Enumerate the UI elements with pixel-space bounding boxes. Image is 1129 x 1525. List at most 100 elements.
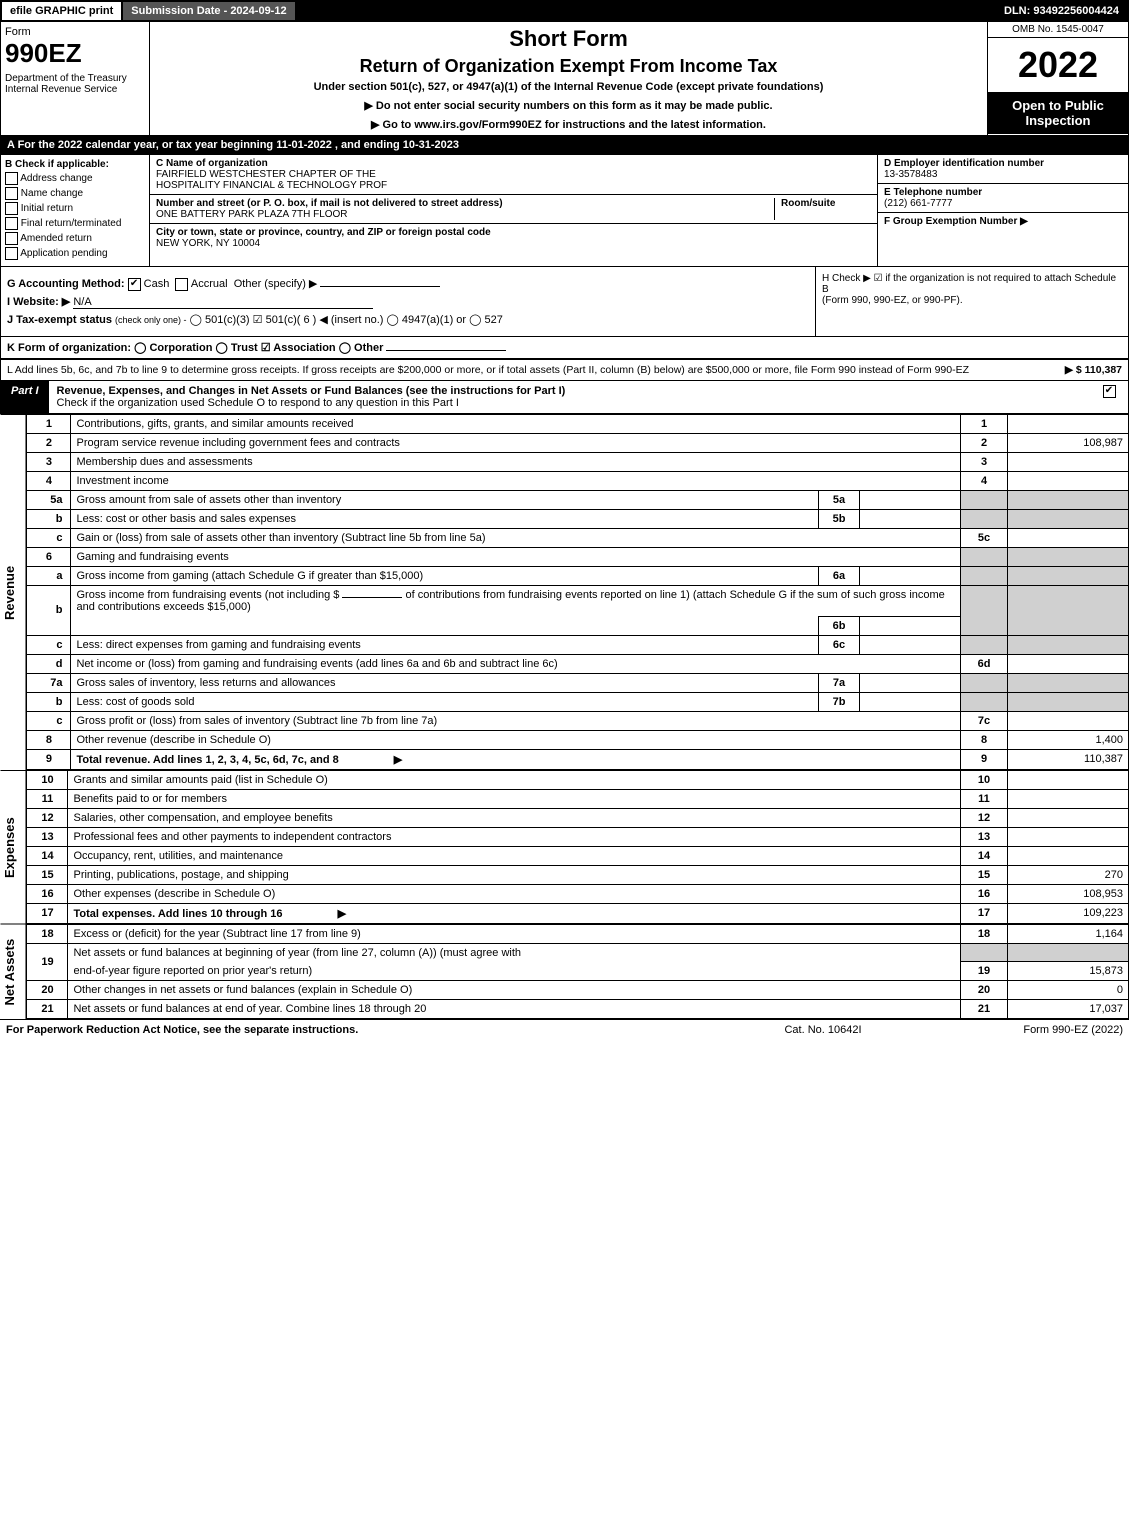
other-specify-input[interactable] bbox=[320, 286, 440, 287]
line-8: 8Other revenue (describe in Schedule O)8… bbox=[27, 730, 1129, 749]
line-7b: bLess: cost of goods sold7b bbox=[27, 692, 1129, 711]
part1-header: Part I Revenue, Expenses, and Changes in… bbox=[0, 381, 1129, 414]
col-b-title: B Check if applicable: bbox=[5, 159, 145, 170]
section-gh: G Accounting Method: ✔ Cash Accrual Othe… bbox=[0, 267, 1129, 337]
section-h: H Check ▶ ☑ if the organization is not r… bbox=[815, 267, 1128, 336]
expenses-block: Expenses 10Grants and similar amounts pa… bbox=[0, 770, 1129, 924]
section-bcdef: B Check if applicable: Address change Na… bbox=[0, 155, 1129, 267]
website-value: N/A bbox=[73, 296, 373, 309]
line-10: 10Grants and similar amounts paid (list … bbox=[27, 770, 1129, 789]
line-l-amount: ▶ $ 110,387 bbox=[1065, 364, 1122, 376]
line-9: 9Total revenue. Add lines 1, 2, 3, 4, 5c… bbox=[27, 749, 1129, 769]
ssn-warning: ▶ Do not enter social security numbers o… bbox=[158, 99, 979, 112]
footer-formref: Form 990-EZ (2022) bbox=[923, 1024, 1123, 1036]
footer-catno: Cat. No. 10642I bbox=[723, 1024, 923, 1036]
efile-graphic-print[interactable]: efile GRAPHIC print bbox=[2, 2, 123, 20]
col-c-org-info: C Name of organization FAIRFIELD WESTCHE… bbox=[150, 155, 877, 266]
col-b-checkboxes: B Check if applicable: Address change Na… bbox=[1, 155, 150, 266]
line-5a: 5aGross amount from sale of assets other… bbox=[27, 490, 1129, 509]
line-l-text: L Add lines 5b, 6c, and 7b to line 9 to … bbox=[7, 364, 969, 376]
part1-schedule-o-check[interactable]: ✔ bbox=[1090, 381, 1128, 413]
part1-tag: Part I bbox=[1, 381, 49, 413]
line-20: 20Other changes in net assets or fund ba… bbox=[27, 981, 1129, 1000]
under-section: Under section 501(c), 527, or 4947(a)(1)… bbox=[158, 81, 979, 93]
line-14: 14Occupancy, rent, utilities, and mainte… bbox=[27, 846, 1129, 865]
section-l: L Add lines 5b, 6c, and 7b to line 9 to … bbox=[0, 360, 1129, 381]
open-to-public: Open to Public Inspection bbox=[988, 92, 1128, 134]
org-name: FAIRFIELD WESTCHESTER CHAPTER OF THE HOS… bbox=[156, 169, 387, 191]
return-title: Return of Organization Exempt From Incom… bbox=[158, 56, 979, 77]
group-exemption-label: F Group Exemption Number ▶ bbox=[884, 216, 1028, 227]
tax-year: 2022 bbox=[988, 38, 1128, 92]
line-2: 2Program service revenue including gover… bbox=[27, 433, 1129, 452]
part1-check-line: Check if the organization used Schedule … bbox=[57, 397, 459, 409]
netassets-block: Net Assets 18Excess or (deficit) for the… bbox=[0, 924, 1129, 1020]
line-5b: bLess: cost or other basis and sales exp… bbox=[27, 509, 1129, 528]
tax-exempt-options[interactable]: ◯ 501(c)(3) ☑ 501(c)( 6 ) ◀ (insert no.)… bbox=[190, 314, 503, 326]
header-center: Short Form Return of Organization Exempt… bbox=[150, 22, 987, 135]
fundraising-contrib-input[interactable] bbox=[342, 597, 402, 598]
org-name-label: C Name of organization bbox=[156, 158, 268, 169]
section-k: K Form of organization: ◯ Corporation ◯ … bbox=[0, 337, 1129, 360]
line-19b: end-of-year figure reported on prior yea… bbox=[27, 962, 1129, 981]
line-1: 1Contributions, gifts, grants, and simil… bbox=[27, 414, 1129, 433]
city-label: City or town, state or province, country… bbox=[156, 227, 491, 238]
netassets-table: 18Excess or (deficit) for the year (Subt… bbox=[26, 924, 1129, 1020]
line-7a: 7aGross sales of inventory, less returns… bbox=[27, 673, 1129, 692]
line-16: 16Other expenses (describe in Schedule O… bbox=[27, 884, 1129, 903]
chk-application-pending[interactable]: Application pending bbox=[5, 247, 145, 260]
dln: DLN: 93492256004424 bbox=[996, 2, 1127, 20]
footer-paperwork: For Paperwork Reduction Act Notice, see … bbox=[6, 1024, 723, 1036]
chk-cash[interactable]: ✔ bbox=[128, 278, 141, 291]
chk-amended-return[interactable]: Amended return bbox=[5, 232, 145, 245]
line-4: 4Investment income4 bbox=[27, 471, 1129, 490]
netassets-sidebar: Net Assets bbox=[0, 924, 26, 1020]
revenue-table: 1Contributions, gifts, grants, and simil… bbox=[26, 414, 1129, 770]
chk-address-change[interactable]: Address change bbox=[5, 172, 145, 185]
chk-initial-return[interactable]: Initial return bbox=[5, 202, 145, 215]
line-6c: cLess: direct expenses from gaming and f… bbox=[27, 635, 1129, 654]
line-6d: dNet income or (loss) from gaming and fu… bbox=[27, 654, 1129, 673]
phone-value: (212) 661-7777 bbox=[884, 198, 952, 209]
chk-final-return[interactable]: Final return/terminated bbox=[5, 217, 145, 230]
line-13: 13Professional fees and other payments t… bbox=[27, 827, 1129, 846]
website-label: I Website: ▶ bbox=[7, 296, 70, 308]
other-specify: Other (specify) ▶ bbox=[234, 278, 318, 290]
line-5c: cGain or (loss) from sale of assets othe… bbox=[27, 528, 1129, 547]
street-address: ONE BATTERY PARK PLAZA 7TH FLOOR bbox=[156, 209, 348, 220]
line-17: 17Total expenses. Add lines 10 through 1… bbox=[27, 903, 1129, 923]
tax-exempt-label: J Tax-exempt status bbox=[7, 314, 112, 326]
short-form-title: Short Form bbox=[158, 26, 979, 52]
ein-label: D Employer identification number bbox=[884, 158, 1044, 169]
page-footer: For Paperwork Reduction Act Notice, see … bbox=[0, 1019, 1129, 1040]
topbar: efile GRAPHIC print Submission Date - 20… bbox=[0, 0, 1129, 22]
accounting-method-label: G Accounting Method: bbox=[7, 278, 125, 290]
line-6: 6Gaming and fundraising events bbox=[27, 547, 1129, 566]
phone-label: E Telephone number bbox=[884, 187, 982, 198]
room-suite-label: Room/suite bbox=[781, 198, 835, 209]
chk-name-change[interactable]: Name change bbox=[5, 187, 145, 200]
line-11: 11Benefits paid to or for members11 bbox=[27, 789, 1129, 808]
expenses-sidebar: Expenses bbox=[0, 770, 26, 924]
expenses-table: 10Grants and similar amounts paid (list … bbox=[26, 770, 1129, 924]
city-state-zip: NEW YORK, NY 10004 bbox=[156, 238, 260, 249]
h-check-text2: (Form 990, 990-EZ, or 990-PF). bbox=[822, 295, 1122, 306]
other-org-input[interactable] bbox=[386, 350, 506, 351]
line-21: 21Net assets or fund balances at end of … bbox=[27, 1000, 1129, 1019]
street-label: Number and street (or P. O. box, if mail… bbox=[156, 198, 503, 209]
col-def: D Employer identification number 13-3578… bbox=[877, 155, 1128, 266]
revenue-block: Revenue 1Contributions, gifts, grants, a… bbox=[0, 414, 1129, 770]
ein-value: 13-3578483 bbox=[884, 169, 937, 180]
omb-number: OMB No. 1545-0047 bbox=[988, 22, 1128, 38]
form-of-org[interactable]: K Form of organization: ◯ Corporation ◯ … bbox=[7, 342, 383, 354]
header-left: Form 990EZ Department of the Treasury In… bbox=[1, 22, 150, 135]
h-check-text: H Check ▶ ☑ if the organization is not r… bbox=[822, 273, 1122, 295]
line-15: 15Printing, publications, postage, and s… bbox=[27, 865, 1129, 884]
line-6a: aGross income from gaming (attach Schedu… bbox=[27, 566, 1129, 585]
goto-link[interactable]: ▶ Go to www.irs.gov/Form990EZ for instru… bbox=[158, 118, 979, 131]
line-6b: bGross income from fundraising events (n… bbox=[27, 585, 1129, 616]
line-12: 12Salaries, other compensation, and empl… bbox=[27, 808, 1129, 827]
part1-title: Revenue, Expenses, and Changes in Net As… bbox=[49, 381, 1090, 413]
form-label: Form bbox=[5, 26, 145, 38]
chk-accrual[interactable] bbox=[175, 278, 188, 291]
